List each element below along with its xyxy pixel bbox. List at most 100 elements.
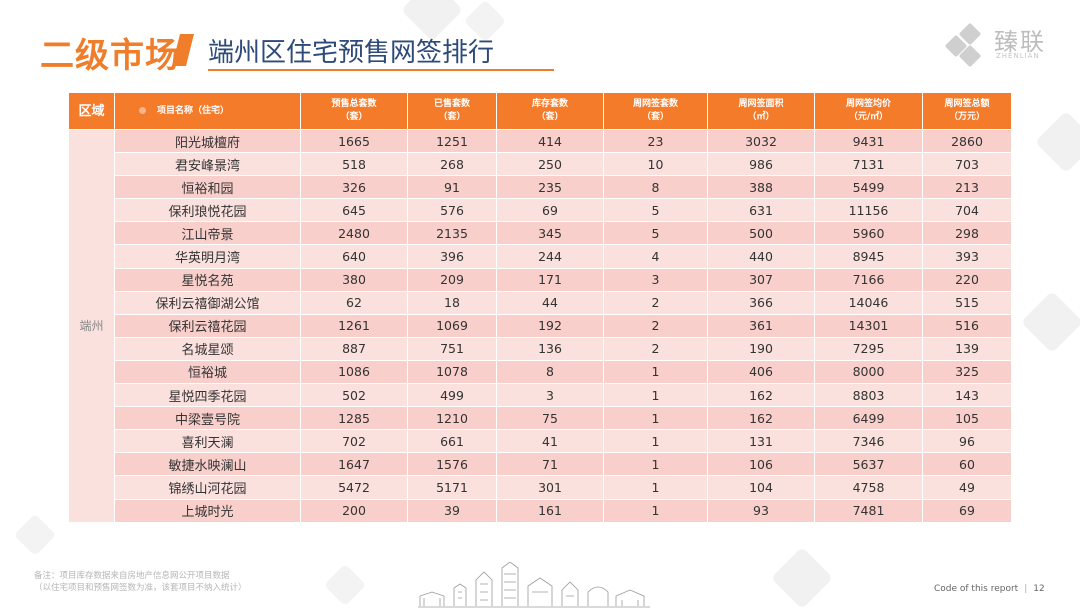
value-cell: 190 (707, 336, 815, 361)
value-cell: 8000 (814, 359, 923, 385)
table-row: 锦绣山河花园 5472 5171 301 1 104 4758 49 (69, 475, 1012, 500)
value-cell: 131 (707, 429, 815, 454)
watermark-shape (323, 563, 367, 607)
value-cell: 11156 (814, 198, 923, 223)
value-cell: 143 (922, 383, 1012, 408)
project-name-cell: 恒裕和园 (114, 175, 301, 200)
value-cell: 69 (496, 198, 604, 223)
value-cell: 1 (603, 452, 708, 477)
table-row: 保利琅悦花园 645 576 69 5 631 11156 704 (69, 198, 1012, 223)
table-header-row: 区域 项目名称（住宅） 预售总套数 （套） 已售套数 （套） 库存套数 （套） 周网签套数 （套）… (68, 92, 1012, 130)
value-cell: 393 (922, 244, 1012, 269)
value-cell: 1 (603, 359, 708, 385)
value-cell: 414 (496, 128, 604, 154)
value-cell: 5499 (814, 175, 923, 200)
value-cell: 7295 (814, 336, 923, 361)
value-cell: 162 (707, 406, 815, 431)
project-name-cell: 保利琅悦花园 (114, 198, 301, 223)
project-name-cell: 敏捷水映澜山 (114, 452, 301, 477)
value-cell: 661 (407, 429, 497, 454)
value-cell: 14301 (814, 313, 923, 338)
value-cell: 5171 (407, 475, 497, 500)
value-cell: 268 (407, 152, 497, 177)
value-cell: 2480 (300, 221, 408, 246)
table-row: 敏捷水映澜山 1647 1576 71 1 106 5637 60 (69, 452, 1012, 477)
value-cell: 361 (707, 313, 815, 338)
table-row: 江山帝景 2480 2135 345 5 500 5960 298 (69, 221, 1012, 246)
value-cell: 106 (707, 452, 815, 477)
value-cell: 576 (407, 198, 497, 223)
value-cell: 887 (300, 336, 408, 361)
column-header: 周网签套数 （套） (603, 92, 708, 130)
value-cell: 516 (922, 313, 1012, 338)
value-cell: 380 (300, 267, 408, 292)
value-cell: 1 (603, 498, 708, 523)
value-cell: 41 (496, 429, 604, 454)
value-cell: 161 (496, 498, 604, 523)
value-cell: 1261 (300, 313, 408, 338)
value-cell: 1210 (407, 406, 497, 431)
value-cell: 502 (300, 383, 408, 408)
value-cell: 235 (496, 175, 604, 200)
value-cell: 1665 (300, 128, 408, 154)
column-header: 周网签面积 （㎡） (707, 92, 815, 130)
project-name-cell: 名城星颂 (114, 336, 301, 361)
table-row: 端州 阳光城檀府 1665 1251 414 23 3032 9431 2860 (68, 128, 1012, 523)
value-cell: 192 (496, 313, 604, 338)
value-cell: 8 (603, 175, 708, 200)
value-cell: 244 (496, 244, 604, 269)
value-cell: 1078 (407, 359, 497, 385)
value-cell: 2 (603, 336, 708, 361)
section-title: 二级市场 (40, 36, 180, 76)
table-row: 保利云禧花园 1261 1069 192 2 361 14301 516 (69, 313, 1012, 338)
value-cell: 440 (707, 244, 815, 269)
value-cell: 388 (707, 175, 815, 200)
value-cell: 10 (603, 152, 708, 177)
watermark-shape (13, 513, 57, 557)
value-cell: 18 (407, 290, 497, 315)
city-skyline-illustration (418, 562, 650, 608)
value-cell: 91 (407, 175, 497, 200)
value-cell: 213 (922, 175, 1012, 200)
report-code: Code of this report | 12 (934, 584, 1045, 594)
value-cell: 515 (922, 290, 1012, 315)
value-cell: 986 (707, 152, 815, 177)
value-cell: 1 (603, 406, 708, 431)
footnote: 备注：项目库存数据来自房地产信息网公开项目数据 （以住宅项目和预售网签数为准，该… (34, 570, 247, 594)
project-name-cell: 保利云禧花园 (114, 313, 301, 338)
value-cell: 7481 (814, 498, 923, 523)
value-cell: 171 (496, 267, 604, 292)
value-cell: 250 (496, 152, 604, 177)
value-cell: 345 (496, 221, 604, 246)
project-name-cell: 恒裕城 (114, 359, 301, 385)
value-cell: 645 (300, 198, 408, 223)
footnote-line: （以住宅项目和预售网签数为准，该套项目不纳入统计） (34, 583, 247, 593)
separator: | (1024, 584, 1028, 594)
page-number: 12 (1033, 584, 1045, 594)
column-header: 库存套数 （套） (496, 92, 604, 130)
value-cell: 8945 (814, 244, 923, 269)
presale-ranking-table: 区域 项目名称（住宅） 预售总套数 （套） 已售套数 （套） 库存套数 （套） 周网签套数 （套）… (68, 92, 1012, 539)
value-cell: 8803 (814, 383, 923, 408)
value-cell: 139 (922, 336, 1012, 361)
value-cell: 5 (603, 198, 708, 223)
value-cell: 518 (300, 152, 408, 177)
value-cell: 104 (707, 475, 815, 500)
value-cell: 96 (922, 429, 1012, 454)
table-row: 上城时光 200 39 161 1 93 7481 69 (69, 498, 1012, 523)
value-cell: 396 (407, 244, 497, 269)
report-code-label: Code of this report (934, 584, 1019, 594)
value-cell: 1647 (300, 452, 408, 477)
project-name-cell: 锦绣山河花园 (114, 475, 301, 500)
value-cell: 7131 (814, 152, 923, 177)
watermark-shape (1020, 290, 1080, 354)
value-cell: 702 (300, 429, 408, 454)
value-cell: 60 (922, 452, 1012, 477)
column-header: 项目名称（住宅） (114, 92, 301, 130)
value-cell: 3032 (707, 128, 815, 154)
watermark-shape (1034, 110, 1080, 174)
project-name-cell: 保利云禧御湖公馆 (114, 290, 301, 315)
value-cell: 751 (407, 336, 497, 361)
value-cell: 5960 (814, 221, 923, 246)
value-cell: 5 (603, 221, 708, 246)
